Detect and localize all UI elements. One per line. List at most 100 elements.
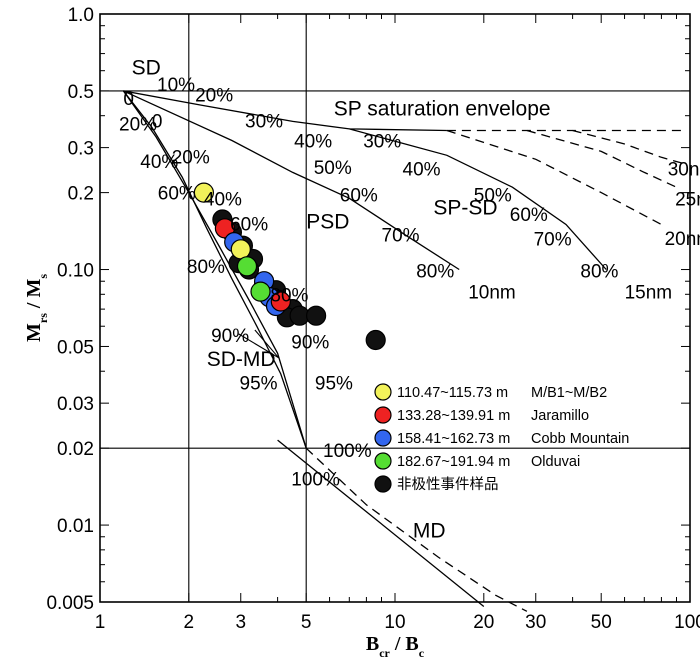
curve-annotation: 60% (230, 215, 268, 236)
curve-annotation: 30nm (668, 160, 700, 181)
curve-annotation: 20% (119, 115, 157, 136)
curve-annotation: 60% (340, 185, 378, 206)
curve-annotation: 100% (323, 441, 372, 462)
legend-label: 158.41~162.73 m (397, 431, 510, 447)
curve-annotation: 50% (474, 185, 512, 206)
curve-sp-sd-10nm (123, 90, 460, 271)
x-axis-title-sub2: c (419, 646, 425, 660)
x-axis-title: Bcr / Bc (366, 633, 425, 660)
curve-sp-saturation-envelope (123, 90, 447, 132)
data-point (193, 182, 214, 203)
region-label: SD (132, 57, 161, 80)
curve-annotation: 30% (245, 111, 283, 132)
region-label: SP-SD (433, 197, 497, 220)
curve-sp-sd-15nm (349, 128, 607, 270)
legend-label: 非极性事件样品 (397, 476, 499, 493)
curve-annotation: 60% (158, 184, 196, 205)
y-tick-label: 0.03 (57, 394, 94, 415)
curve-annotation: 70% (382, 225, 420, 246)
legend-event: Cobb Mountain (531, 431, 629, 447)
x-axis-title-main: B (366, 633, 379, 655)
data-point (270, 291, 291, 312)
legend-marker (374, 452, 392, 470)
y-axis-title-sub1: rs (36, 313, 50, 323)
curve-annotation: 95% (240, 373, 278, 394)
y-tick-label: 0.3 (68, 139, 94, 160)
region-label: SD-MD (207, 348, 276, 371)
legend-label: 182.67~191.94 m (397, 454, 510, 470)
region-label: MD (413, 519, 446, 542)
data-point (230, 239, 251, 260)
legend-event: M/B1~M/B2 (531, 385, 607, 401)
y-tick-label: 0.10 (57, 261, 94, 282)
legend-event: Olduvai (531, 454, 580, 470)
curve-annotation: 0 (123, 89, 134, 110)
legend-event: Jaramillo (531, 408, 589, 424)
y-tick-label: 0.005 (46, 593, 94, 614)
curve-annotation: 25nm (675, 190, 700, 211)
curve-md-line (277, 439, 485, 608)
curve-sd-md-mixing-curve-1 (122, 90, 307, 449)
x-tick-label: 30 (525, 612, 546, 633)
legend-marker (374, 406, 392, 424)
plot-frame (99, 13, 691, 603)
y-tick-label: 0.5 (68, 82, 94, 103)
y-axis-title: Mrs / Ms (23, 274, 50, 342)
curve-annotation: 80% (580, 262, 618, 283)
y-axis-title-mid: / M (23, 279, 45, 314)
y-tick-label: 0.02 (57, 439, 94, 460)
curve-annotation: 40% (403, 160, 441, 181)
curve-sp-sd-20nm (446, 129, 662, 226)
sd-md-pointer (238, 333, 279, 359)
legend-marker (374, 429, 392, 447)
x-tick-label: 20 (473, 612, 494, 633)
x-axis-title-sub1: cr (379, 646, 390, 660)
curve-annotation: 30% (363, 132, 401, 153)
data-point (214, 218, 235, 239)
x-tick-label: 50 (591, 612, 612, 633)
curve-annotation: 90% (211, 326, 249, 347)
curve-annotation: 20% (195, 85, 233, 106)
y-tick-label: 0.05 (57, 337, 94, 358)
y-tick-label: 0.2 (68, 184, 94, 205)
curve-sp-sd-30nm (572, 129, 684, 165)
data-point (306, 305, 327, 326)
curve-annotation: 95% (315, 373, 353, 394)
x-tick-label: 1 (95, 612, 106, 633)
curve-annotation: 40% (294, 132, 332, 153)
curve-annotation: 90% (291, 333, 329, 354)
curve-annotation: 60% (510, 205, 548, 226)
x-tick-label: 10 (384, 612, 405, 633)
x-tick-label: 2 (184, 612, 195, 633)
curve-annotation: 100% (291, 469, 340, 490)
curve-annotation: 10% (157, 75, 195, 96)
curve-annotation: 20% (172, 148, 210, 169)
x-tick-label: 3 (235, 612, 246, 633)
legend-label: 133.28~139.91 m (397, 408, 510, 424)
curve-annotation: 0 (152, 111, 163, 132)
y-axis-title-sub2: s (36, 274, 50, 279)
curve-annotation: 20nm (665, 229, 700, 250)
curve-sd-md-mixing-curve-2-extension- (305, 447, 528, 612)
curve-annotation: 50% (314, 158, 352, 179)
curve-annotation: 80% (270, 286, 308, 307)
y-tick-label: 0.01 (57, 516, 94, 537)
x-tick-label: 100 (674, 612, 700, 633)
x-tick-label: 5 (301, 612, 312, 633)
data-point (250, 281, 271, 302)
curve-annotation: 10nm (468, 283, 516, 304)
region-label: PSD (306, 210, 349, 233)
curve-sd-md-mixing-curve-2 (122, 90, 307, 449)
legend-label: 110.47~115.73 m (397, 385, 508, 401)
sd-md-pointer (254, 329, 280, 359)
curve-annotation: 80% (416, 262, 454, 283)
curve-annotation: 40% (140, 152, 178, 173)
curve-sp-sd-25nm (526, 129, 677, 188)
curve-annotation: 70% (534, 230, 572, 251)
curve-annotation: 40% (204, 190, 242, 211)
legend-marker (374, 383, 392, 401)
curve-annotation: 15nm (625, 283, 673, 304)
data-point (236, 256, 258, 277)
x-axis-title-mid: / B (390, 633, 419, 655)
